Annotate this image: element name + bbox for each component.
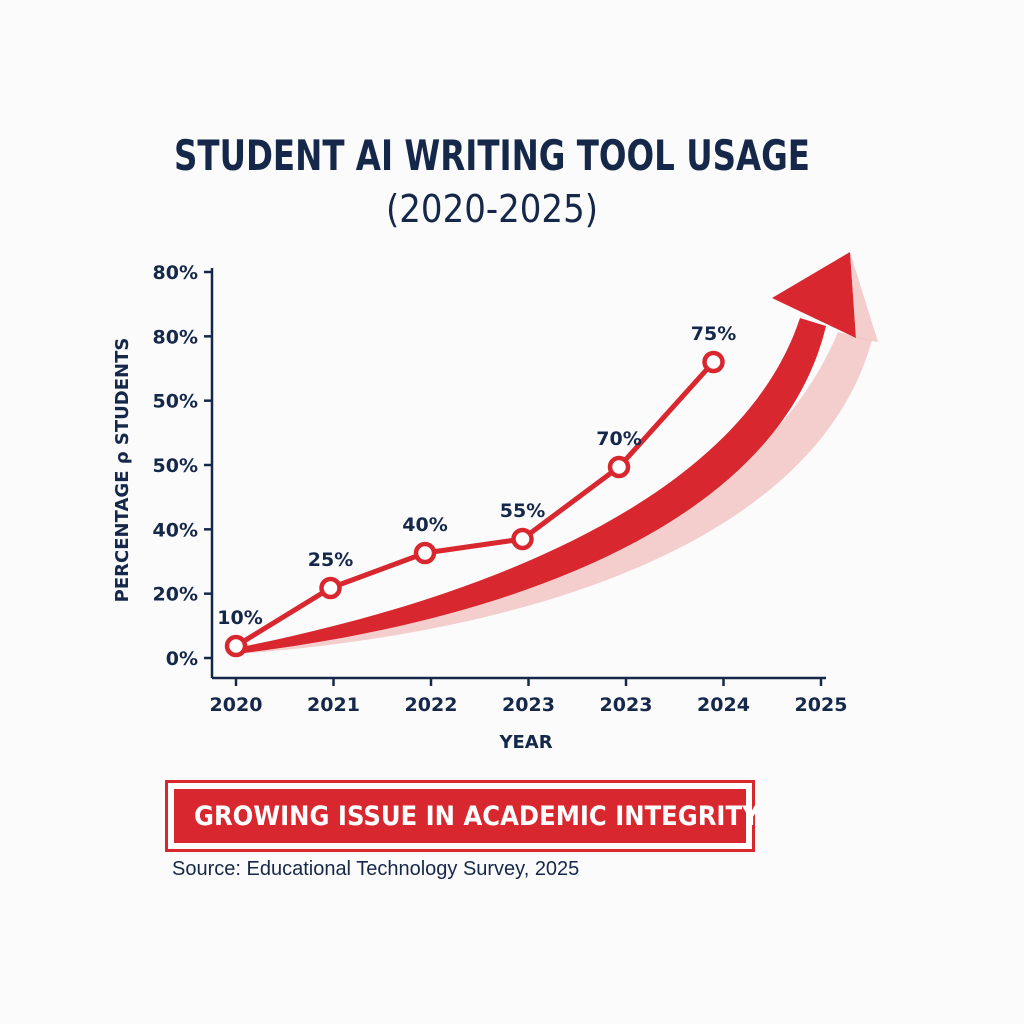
chart-subtitle: (2020-2025) [386, 187, 598, 231]
y-axis-title: PERCENTAGE ρ STUDENTS [112, 338, 133, 603]
y-tick-label: 0% [166, 648, 198, 670]
data-point [413, 541, 437, 565]
y-tick-label: 80% [153, 262, 198, 284]
y-tick-label: 50% [153, 455, 198, 477]
series-line [233, 359, 716, 649]
x-tick-label: 2023 [600, 694, 653, 716]
x-axis-ticks: 2020 2021 2022 2023 2023 2024 2025 [210, 678, 848, 716]
x-tick-label: 2024 [697, 694, 750, 716]
x-axis-title: YEAR [498, 732, 552, 753]
y-tick-label: 80% [153, 326, 198, 348]
series-line-group: 10% 25% 40% 55% 70% 75% [217, 323, 736, 658]
trend-arrow-shadow [238, 332, 872, 654]
trend-arrow-head-shadow [850, 252, 878, 342]
data-point [702, 350, 725, 374]
x-tick-label: 2022 [405, 694, 458, 716]
data-label: 55% [500, 500, 545, 522]
y-tick-label: 20% [153, 584, 198, 606]
data-point [224, 634, 248, 658]
data-label: 75% [691, 323, 736, 345]
alert-banner-text: GROWING ISSUE IN ACADEMIC INTEGRITY [194, 800, 760, 832]
source-note: Source: Educational Technology Survey, 2… [172, 858, 580, 880]
data-label: 70% [596, 428, 641, 450]
data-label: 40% [402, 514, 447, 536]
x-tick-label: 2021 [307, 694, 360, 716]
x-tick-label: 2020 [210, 694, 263, 716]
data-point [511, 527, 534, 551]
chart-title: STUDENT AI WRITING TOOL USAGE [174, 131, 810, 180]
y-tick-label: 40% [153, 519, 198, 541]
data-point [319, 576, 342, 600]
x-tick-label: 2025 [795, 694, 848, 716]
trend-arrow-head [772, 252, 856, 338]
x-tick-label: 2023 [502, 694, 555, 716]
alert-banner: GROWING ISSUE IN ACADEMIC INTEGRITY [165, 780, 760, 852]
alert-banner-fill: GROWING ISSUE IN ACADEMIC INTEGRITY [174, 789, 760, 843]
data-label: 25% [308, 549, 353, 571]
trend-arrow [236, 252, 878, 654]
trend-arrow-body [236, 318, 826, 654]
y-axis-ticks: 0% 20% 40% 50% 50% 80% 80% [153, 262, 212, 670]
data-point [607, 455, 631, 479]
data-label: 10% [217, 607, 262, 629]
y-tick-label: 50% [153, 391, 198, 413]
